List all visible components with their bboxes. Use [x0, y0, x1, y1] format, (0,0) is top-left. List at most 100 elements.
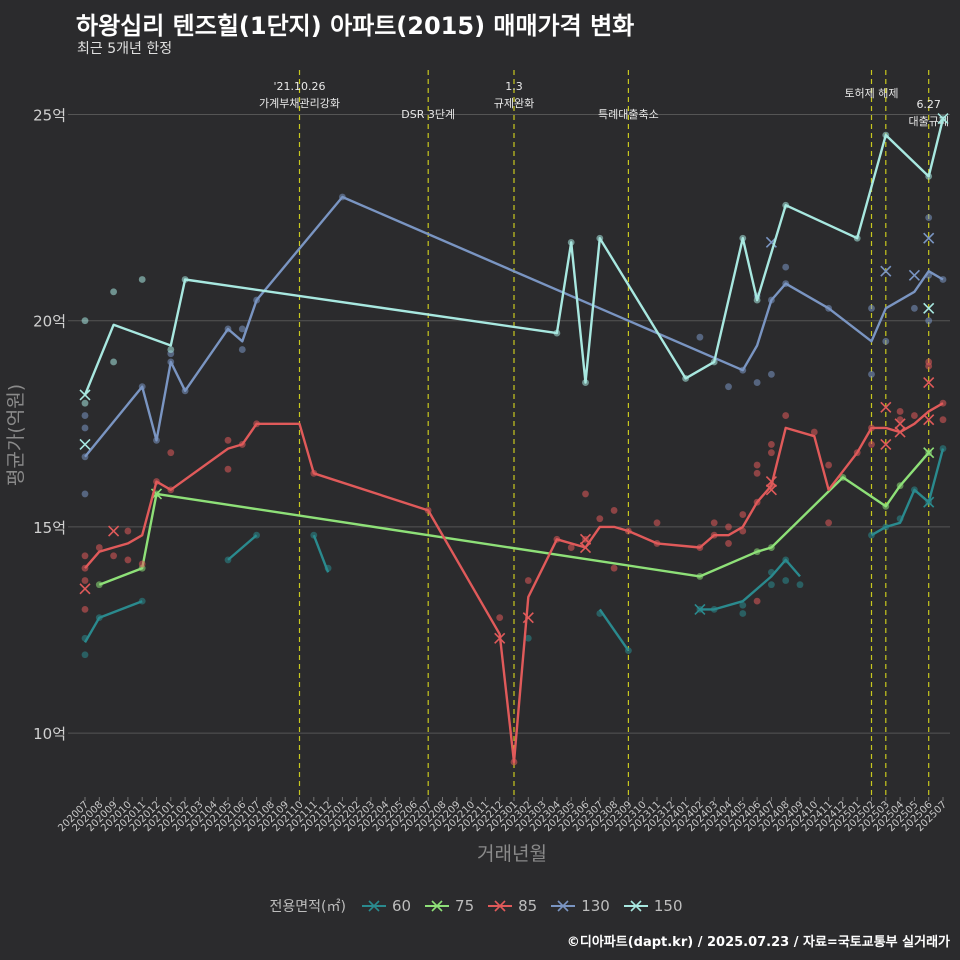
- y-tick-label: 20억: [33, 313, 66, 331]
- data-point: [81, 606, 89, 613]
- data-point: [868, 370, 875, 378]
- series-line: [227, 534, 258, 561]
- data-point: [868, 304, 875, 312]
- cross-marker: [79, 438, 91, 451]
- data-point: [567, 544, 575, 551]
- data-point: [582, 490, 589, 498]
- cross-marker: [894, 426, 906, 438]
- data-point: [925, 317, 933, 325]
- data-point: [238, 325, 246, 333]
- legend-item-130: 130: [551, 897, 610, 915]
- series-150: [79, 113, 949, 451]
- data-point: [167, 346, 175, 353]
- series-line: [870, 448, 945, 537]
- data-point: [911, 304, 918, 312]
- data-point: [825, 461, 832, 469]
- series-130: [81, 193, 947, 498]
- legend-key: [551, 900, 576, 912]
- cross-marker: [880, 401, 892, 413]
- cross-marker: [908, 269, 920, 281]
- event-label: DSR 3단계: [401, 108, 455, 121]
- legend-item-150: 150: [623, 897, 683, 915]
- y-tick-label: 25억: [33, 106, 66, 124]
- event-label: 특례대출축소: [598, 108, 659, 121]
- legend-key: [623, 900, 648, 912]
- series-line: [84, 402, 944, 764]
- data-point: [138, 276, 146, 283]
- data-point: [739, 511, 747, 518]
- data-point: [124, 556, 132, 564]
- legend-label: 75: [455, 897, 475, 915]
- data-point: [110, 288, 117, 296]
- series-85: [79, 358, 947, 766]
- data-point: [81, 490, 89, 498]
- legend-key: [488, 900, 513, 912]
- data-point: [925, 358, 933, 366]
- data-point: [224, 436, 232, 444]
- data-point: [782, 263, 790, 271]
- cross-marker: [765, 475, 777, 488]
- event-label: 토허제 해제: [844, 86, 898, 100]
- cross-marker: [923, 232, 935, 244]
- y-tick-label: 10억: [33, 725, 66, 743]
- data-point: [725, 523, 732, 531]
- data-point: [710, 519, 718, 527]
- data-point: [739, 601, 747, 609]
- data-point: [725, 383, 732, 391]
- data-point: [925, 214, 933, 221]
- cross-marker: [694, 603, 706, 615]
- cross-marker: [79, 389, 91, 401]
- x-axis-ticks: 2020072020082020092020102020112020122021…: [56, 797, 949, 834]
- data-point: [825, 519, 832, 527]
- data-point: [753, 597, 761, 605]
- data-point: [653, 519, 661, 527]
- series-line: [98, 451, 930, 586]
- cross-marker: [923, 447, 935, 459]
- y-tick-label: 15억: [33, 519, 66, 537]
- data-point: [524, 577, 532, 584]
- data-point: [167, 449, 175, 457]
- data-point: [596, 515, 604, 523]
- cross-marker: [880, 438, 892, 451]
- cross-marker: [923, 496, 935, 508]
- cross-marker: [579, 533, 592, 545]
- y-axis-label: 평균가(억원): [5, 384, 27, 486]
- data-point: [81, 651, 89, 659]
- legend-label: 60: [391, 897, 412, 915]
- legend-label: 150: [653, 897, 683, 915]
- legend-item-85: 85: [488, 897, 537, 915]
- data-point: [768, 449, 775, 457]
- legend-item-75: 75: [425, 897, 474, 915]
- data-point: [696, 333, 704, 341]
- data-point: [238, 346, 246, 353]
- cross-marker: [765, 484, 777, 496]
- data-point: [524, 634, 532, 642]
- data-point: [81, 317, 89, 325]
- legend-items: 60 75 85 130 150: [356, 897, 691, 915]
- chart-subtitle: 최근 5개년 한정: [77, 41, 173, 57]
- legend-label: 85: [518, 897, 538, 915]
- data-point: [739, 527, 747, 535]
- y-axis-ticks: 10억 15억 20억 25억: [33, 106, 66, 743]
- data-point: [753, 379, 761, 386]
- data-point: [224, 465, 232, 473]
- cross-marker: [494, 632, 506, 644]
- cross-marker: [923, 414, 935, 426]
- series-60: [81, 445, 947, 659]
- data-point: [911, 412, 918, 419]
- data-point: [753, 469, 761, 477]
- data-point: [110, 552, 117, 560]
- series-line: [83, 600, 143, 644]
- legend-key: [425, 900, 450, 912]
- data-point: [81, 412, 89, 419]
- cross-marker: [108, 525, 120, 537]
- legend-title: 전용면적(㎡): [269, 899, 346, 915]
- data-point: [725, 540, 732, 547]
- data-point: [782, 412, 790, 419]
- data-point: [753, 461, 761, 469]
- chart-title: 하왕십리 텐즈힐(1단지) 아파트(2015) 매매가격 변화: [76, 12, 635, 40]
- data-point: [939, 445, 947, 452]
- series-line: [699, 558, 801, 611]
